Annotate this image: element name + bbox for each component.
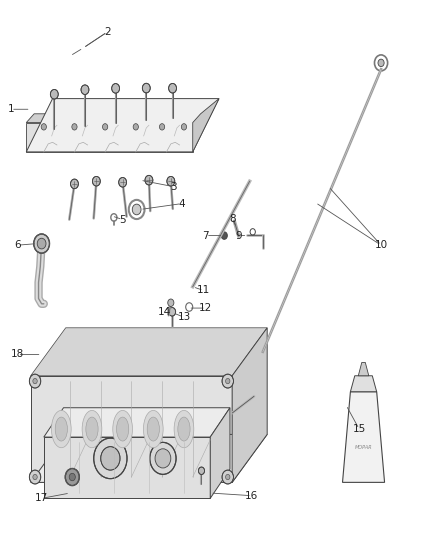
Polygon shape	[26, 123, 193, 152]
Circle shape	[41, 124, 46, 130]
Text: 9: 9	[235, 231, 242, 240]
Ellipse shape	[143, 410, 163, 448]
Circle shape	[145, 175, 153, 185]
Circle shape	[112, 84, 120, 93]
Text: 12: 12	[199, 303, 212, 313]
Ellipse shape	[174, 410, 194, 448]
Text: 2: 2	[104, 27, 111, 37]
Circle shape	[101, 447, 120, 470]
Circle shape	[37, 238, 46, 249]
Circle shape	[222, 470, 233, 484]
Circle shape	[92, 176, 100, 186]
Circle shape	[167, 176, 175, 186]
Circle shape	[71, 179, 78, 189]
Circle shape	[102, 124, 108, 130]
Text: 8: 8	[229, 214, 236, 223]
Circle shape	[226, 378, 230, 384]
Circle shape	[169, 84, 177, 93]
Text: 11: 11	[197, 286, 210, 295]
Circle shape	[50, 90, 58, 99]
Circle shape	[378, 59, 384, 67]
Polygon shape	[31, 434, 267, 482]
Circle shape	[29, 374, 41, 388]
Circle shape	[33, 474, 37, 480]
Polygon shape	[44, 408, 230, 437]
Text: 10: 10	[374, 240, 388, 250]
Circle shape	[181, 124, 187, 130]
Text: 18: 18	[11, 350, 24, 359]
Ellipse shape	[55, 417, 67, 441]
Circle shape	[65, 469, 79, 486]
Circle shape	[142, 83, 150, 93]
Polygon shape	[343, 392, 385, 482]
Ellipse shape	[82, 410, 102, 448]
Text: 3: 3	[170, 182, 177, 191]
Circle shape	[222, 374, 233, 388]
Circle shape	[169, 308, 176, 316]
Text: 15: 15	[353, 424, 366, 434]
Circle shape	[33, 378, 37, 384]
Circle shape	[168, 299, 174, 306]
Circle shape	[34, 234, 49, 253]
Polygon shape	[31, 328, 267, 376]
Text: 5: 5	[119, 215, 126, 224]
Circle shape	[81, 85, 89, 94]
Text: 1: 1	[7, 104, 14, 114]
Polygon shape	[210, 408, 230, 498]
Polygon shape	[31, 376, 232, 482]
Polygon shape	[26, 114, 201, 123]
Circle shape	[94, 438, 127, 479]
Ellipse shape	[52, 410, 71, 448]
Polygon shape	[193, 99, 219, 152]
Circle shape	[29, 470, 41, 484]
Circle shape	[221, 232, 227, 239]
Circle shape	[132, 204, 141, 215]
Circle shape	[69, 473, 75, 481]
Circle shape	[155, 449, 171, 468]
Text: 6: 6	[14, 240, 21, 250]
Ellipse shape	[113, 410, 132, 448]
Polygon shape	[358, 362, 369, 376]
Circle shape	[119, 177, 127, 187]
Circle shape	[133, 124, 138, 130]
Circle shape	[198, 467, 205, 474]
Circle shape	[72, 124, 77, 130]
Circle shape	[226, 474, 230, 480]
Polygon shape	[232, 328, 267, 482]
Ellipse shape	[86, 417, 98, 441]
Text: 17: 17	[35, 494, 48, 503]
Polygon shape	[26, 99, 219, 152]
Polygon shape	[350, 376, 377, 392]
Ellipse shape	[117, 417, 129, 441]
Text: 7: 7	[202, 231, 209, 240]
Text: 16: 16	[245, 491, 258, 500]
Polygon shape	[44, 437, 210, 498]
Text: 14: 14	[158, 307, 171, 317]
Ellipse shape	[178, 417, 190, 441]
Text: MOPAR: MOPAR	[355, 445, 372, 450]
Ellipse shape	[147, 417, 159, 441]
Text: 13: 13	[177, 312, 191, 322]
Circle shape	[159, 124, 165, 130]
Text: 4: 4	[178, 199, 185, 208]
Circle shape	[150, 442, 176, 474]
